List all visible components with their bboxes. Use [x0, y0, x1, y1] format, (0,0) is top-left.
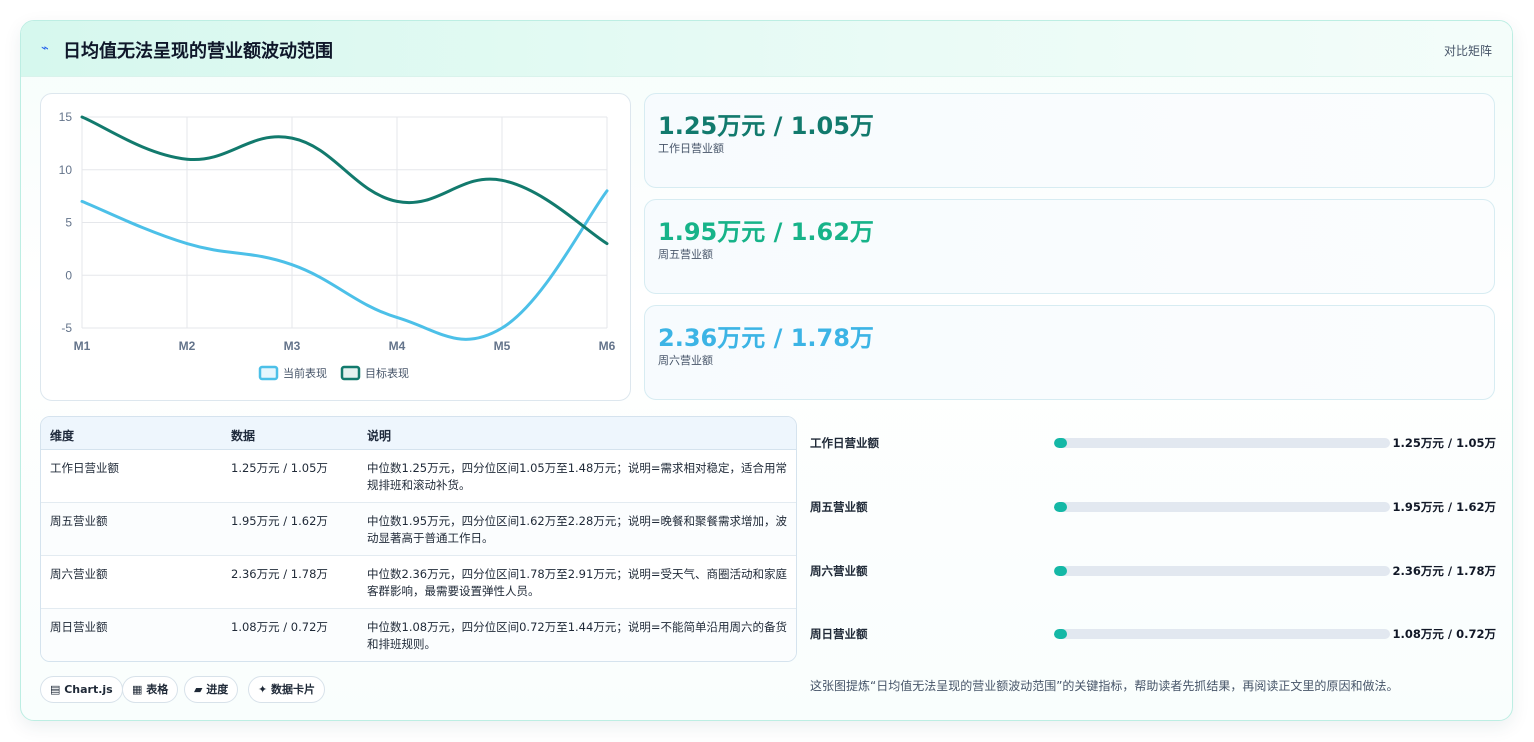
legend-label: 目标表现 — [365, 366, 409, 380]
cell-dimension: 周六营业额 — [50, 567, 108, 581]
progress-track — [1054, 566, 1390, 576]
x-tick-label: M6 — [599, 339, 616, 353]
cell-description: 中位数1.08万元，四分位区间0.72万至1.44万元；说明=不能简单沿用周六的… — [367, 620, 787, 651]
progress-row: 周六营业额 2.36万元 / 1.78万 — [810, 561, 1496, 581]
data-table: 维度 数据 说明 工作日营业额 1.25万元 / 1.05万 中位数1.25万元… — [40, 416, 797, 662]
progress-track — [1054, 438, 1390, 448]
table-row: 周六营业额 2.36万元 / 1.78万 中位数2.36万元，四分位区间1.78… — [41, 556, 796, 609]
y-tick-label: 15 — [59, 110, 73, 124]
progress-track — [1054, 502, 1390, 512]
cell-dimension: 工作日营业额 — [50, 461, 119, 475]
column-header-dimension: 维度 — [50, 429, 75, 443]
stat-value: 1.25万元 / 1.05万 — [658, 112, 874, 140]
cell-data: 2.36万元 / 1.78万 — [231, 567, 328, 581]
stat-label: 周六营业额 — [658, 354, 713, 367]
x-tick-label: M3 — [284, 339, 301, 353]
x-tick-label: M5 — [494, 339, 511, 353]
compare-matrix-link[interactable]: 对比矩阵 — [1443, 44, 1492, 58]
dashboard-card: ⌁ 日均值无法呈现的营业额波动范围 对比矩阵 15 10 5 0 -5 M1 M2 M3 M4 M… — [20, 20, 1513, 721]
cell-data: 1.95万元 / 1.62万 — [231, 514, 328, 528]
summary-note: 这张图提炼“日均值无法呈现的营业额波动范围”的关键指标，帮助读者先抓结果，再阅读… — [810, 679, 1399, 693]
tag-table[interactable]: ▦ 表格 — [122, 676, 179, 703]
cell-data: 1.08万元 / 0.72万 — [231, 620, 328, 634]
y-tick-label: 5 — [65, 216, 72, 230]
cell-dimension: 周日营业额 — [50, 620, 108, 634]
progress-value: 2.36万元 / 1.78万 — [1392, 564, 1496, 578]
progress-label: 周五营业额 — [810, 500, 868, 514]
stat-card-friday: 1.95万元 / 1.62万 周五营业额 — [644, 199, 1495, 294]
legend-label: 当前表现 — [283, 366, 327, 380]
progress-label: 周日营业额 — [810, 627, 868, 641]
progress-track — [1054, 629, 1390, 639]
legend-swatch — [340, 365, 361, 381]
column-header-description: 说明 — [367, 429, 392, 443]
legend-swatch — [258, 365, 279, 381]
progress-fill — [1054, 502, 1068, 512]
progress-label: 周六营业额 — [810, 564, 868, 578]
table-row: 周日营业额 1.08万元 / 0.72万 中位数1.08万元，四分位区间0.72… — [41, 609, 796, 661]
stat-card-weekday: 1.25万元 / 1.05万 工作日营业额 — [644, 93, 1495, 188]
x-tick-label: M4 — [389, 339, 406, 353]
page-title: 日均值无法呈现的营业额波动范围 — [63, 41, 333, 62]
table-row: 工作日营业额 1.25万元 / 1.05万 中位数1.25万元，四分位区间1.0… — [41, 450, 796, 503]
stat-value: 2.36万元 / 1.78万 — [658, 324, 874, 352]
tag-data-card[interactable]: ✦ 数据卡片 — [248, 676, 326, 703]
x-tick-label: M1 — [74, 339, 91, 353]
cell-description: 中位数1.25万元，四分位区间1.05万至1.48万元；说明=需求相对稳定，适合… — [367, 461, 787, 492]
line-chart-svg: 15 10 5 0 -5M1 M2 M3 M4 M5 M6 当前表现 目标表现 — [59, 110, 616, 381]
lightning-icon: ⌁ — [41, 41, 49, 56]
card-header: ⌁ 日均值无法呈现的营业额波动范围 对比矩阵 — [21, 21, 1512, 77]
stat-label: 周五营业额 — [658, 248, 713, 261]
progress-label: 工作日营业额 — [810, 436, 879, 450]
progress-row: 周日营业额 1.08万元 / 0.72万 — [810, 624, 1496, 644]
x-tick-label: M2 — [179, 339, 196, 353]
cell-description: 中位数1.95万元，四分位区间1.62万至2.28万元；说明=晚餐和聚餐需求增加… — [367, 514, 787, 545]
stat-value: 1.95万元 / 1.62万 — [658, 218, 874, 246]
progress-fill — [1054, 566, 1068, 576]
series-line-2 — [80, 115, 609, 246]
cell-description: 中位数2.36万元，四分位区间1.78万至2.91万元；说明=受天气、商圈活动和… — [367, 567, 787, 598]
tag-progress[interactable]: ▰ 进度 — [184, 676, 239, 703]
cell-dimension: 周五营业额 — [50, 514, 108, 528]
progress-row: 周五营业额 1.95万元 / 1.62万 — [810, 497, 1496, 517]
tag-chartjs[interactable]: ▤ Chart.js — [40, 676, 123, 703]
table-row: 周五营业额 1.95万元 / 1.62万 中位数1.95万元，四分位区间1.62… — [41, 503, 796, 556]
column-header-data: 数据 — [231, 429, 256, 443]
series-line-1 — [80, 189, 609, 341]
progress-value: 1.95万元 / 1.62万 — [1392, 500, 1496, 514]
progress-value: 1.25万元 / 1.05万 — [1392, 436, 1496, 450]
progress-fill — [1054, 629, 1068, 639]
progress-fill — [1054, 438, 1068, 448]
cell-data: 1.25万元 / 1.05万 — [231, 461, 328, 475]
progress-row: 工作日营业额 1.25万元 / 1.05万 — [810, 433, 1496, 453]
y-tick-label: 10 — [59, 163, 73, 177]
progress-value: 1.08万元 / 0.72万 — [1392, 627, 1496, 641]
y-tick-label: 0 — [65, 268, 72, 282]
y-tick-label: -5 — [61, 321, 72, 335]
table-header: 维度 数据 说明 — [41, 417, 796, 450]
stat-card-saturday: 2.36万元 / 1.78万 周六营业额 — [644, 305, 1495, 400]
stat-label: 工作日营业额 — [658, 142, 724, 155]
line-chart: 15 10 5 0 -5 M1 M2 M3 M4 M5 M6 当前表现 目标表现 — [40, 93, 631, 401]
